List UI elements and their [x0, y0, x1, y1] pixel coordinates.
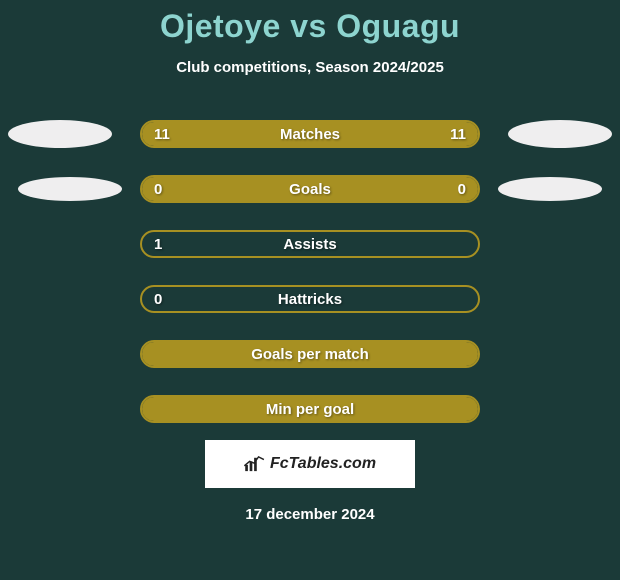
stat-bar: Min per goal	[140, 395, 480, 423]
subtitle: Club competitions, Season 2024/2025	[176, 59, 444, 76]
stat-bar: 0 0 Goals	[140, 175, 480, 203]
stat-row: 0 Hattricks	[0, 285, 620, 313]
player-left-oval	[18, 177, 122, 201]
date-label: 17 december 2024	[245, 506, 374, 523]
stat-value-left: 0	[154, 181, 162, 198]
stat-bar: 11 11 Matches	[140, 120, 480, 148]
comparison-container: Ojetoye vs Oguagu Club competitions, Sea…	[0, 0, 620, 580]
stats-area: 11 11 Matches 0 0 Goals 1 Assists 0 Hattricks Goal…	[0, 120, 620, 423]
stat-row: 11 11 Matches	[0, 120, 620, 148]
stat-label: Goals	[289, 181, 331, 198]
stat-value-left: 0	[154, 291, 162, 308]
stat-bar: 0 Hattricks	[140, 285, 480, 313]
stat-bar: Goals per match	[140, 340, 480, 368]
stat-label: Hattricks	[278, 291, 342, 308]
stat-label: Matches	[280, 126, 340, 143]
branding-label: FcTables.com	[270, 455, 376, 473]
stat-row: 0 0 Goals	[0, 175, 620, 203]
stat-value-left: 11	[154, 126, 170, 143]
branding-box: FcTables.com	[205, 440, 415, 488]
stat-row: Min per goal	[0, 395, 620, 423]
player-left-oval	[8, 120, 112, 148]
stat-row: 1 Assists	[0, 230, 620, 258]
stat-label: Assists	[283, 236, 336, 253]
player-right-oval	[498, 177, 602, 201]
stat-bar: 1 Assists	[140, 230, 480, 258]
chart-icon	[244, 456, 266, 472]
stat-value-right: 0	[458, 181, 466, 198]
stat-label: Min per goal	[266, 401, 354, 418]
stat-value-right: 11	[450, 126, 466, 143]
player-right-oval	[508, 120, 612, 148]
page-title: Ojetoye vs Oguagu	[160, 8, 460, 45]
stat-value-left: 1	[154, 236, 162, 253]
stat-label: Goals per match	[251, 346, 369, 363]
stat-row: Goals per match	[0, 340, 620, 368]
